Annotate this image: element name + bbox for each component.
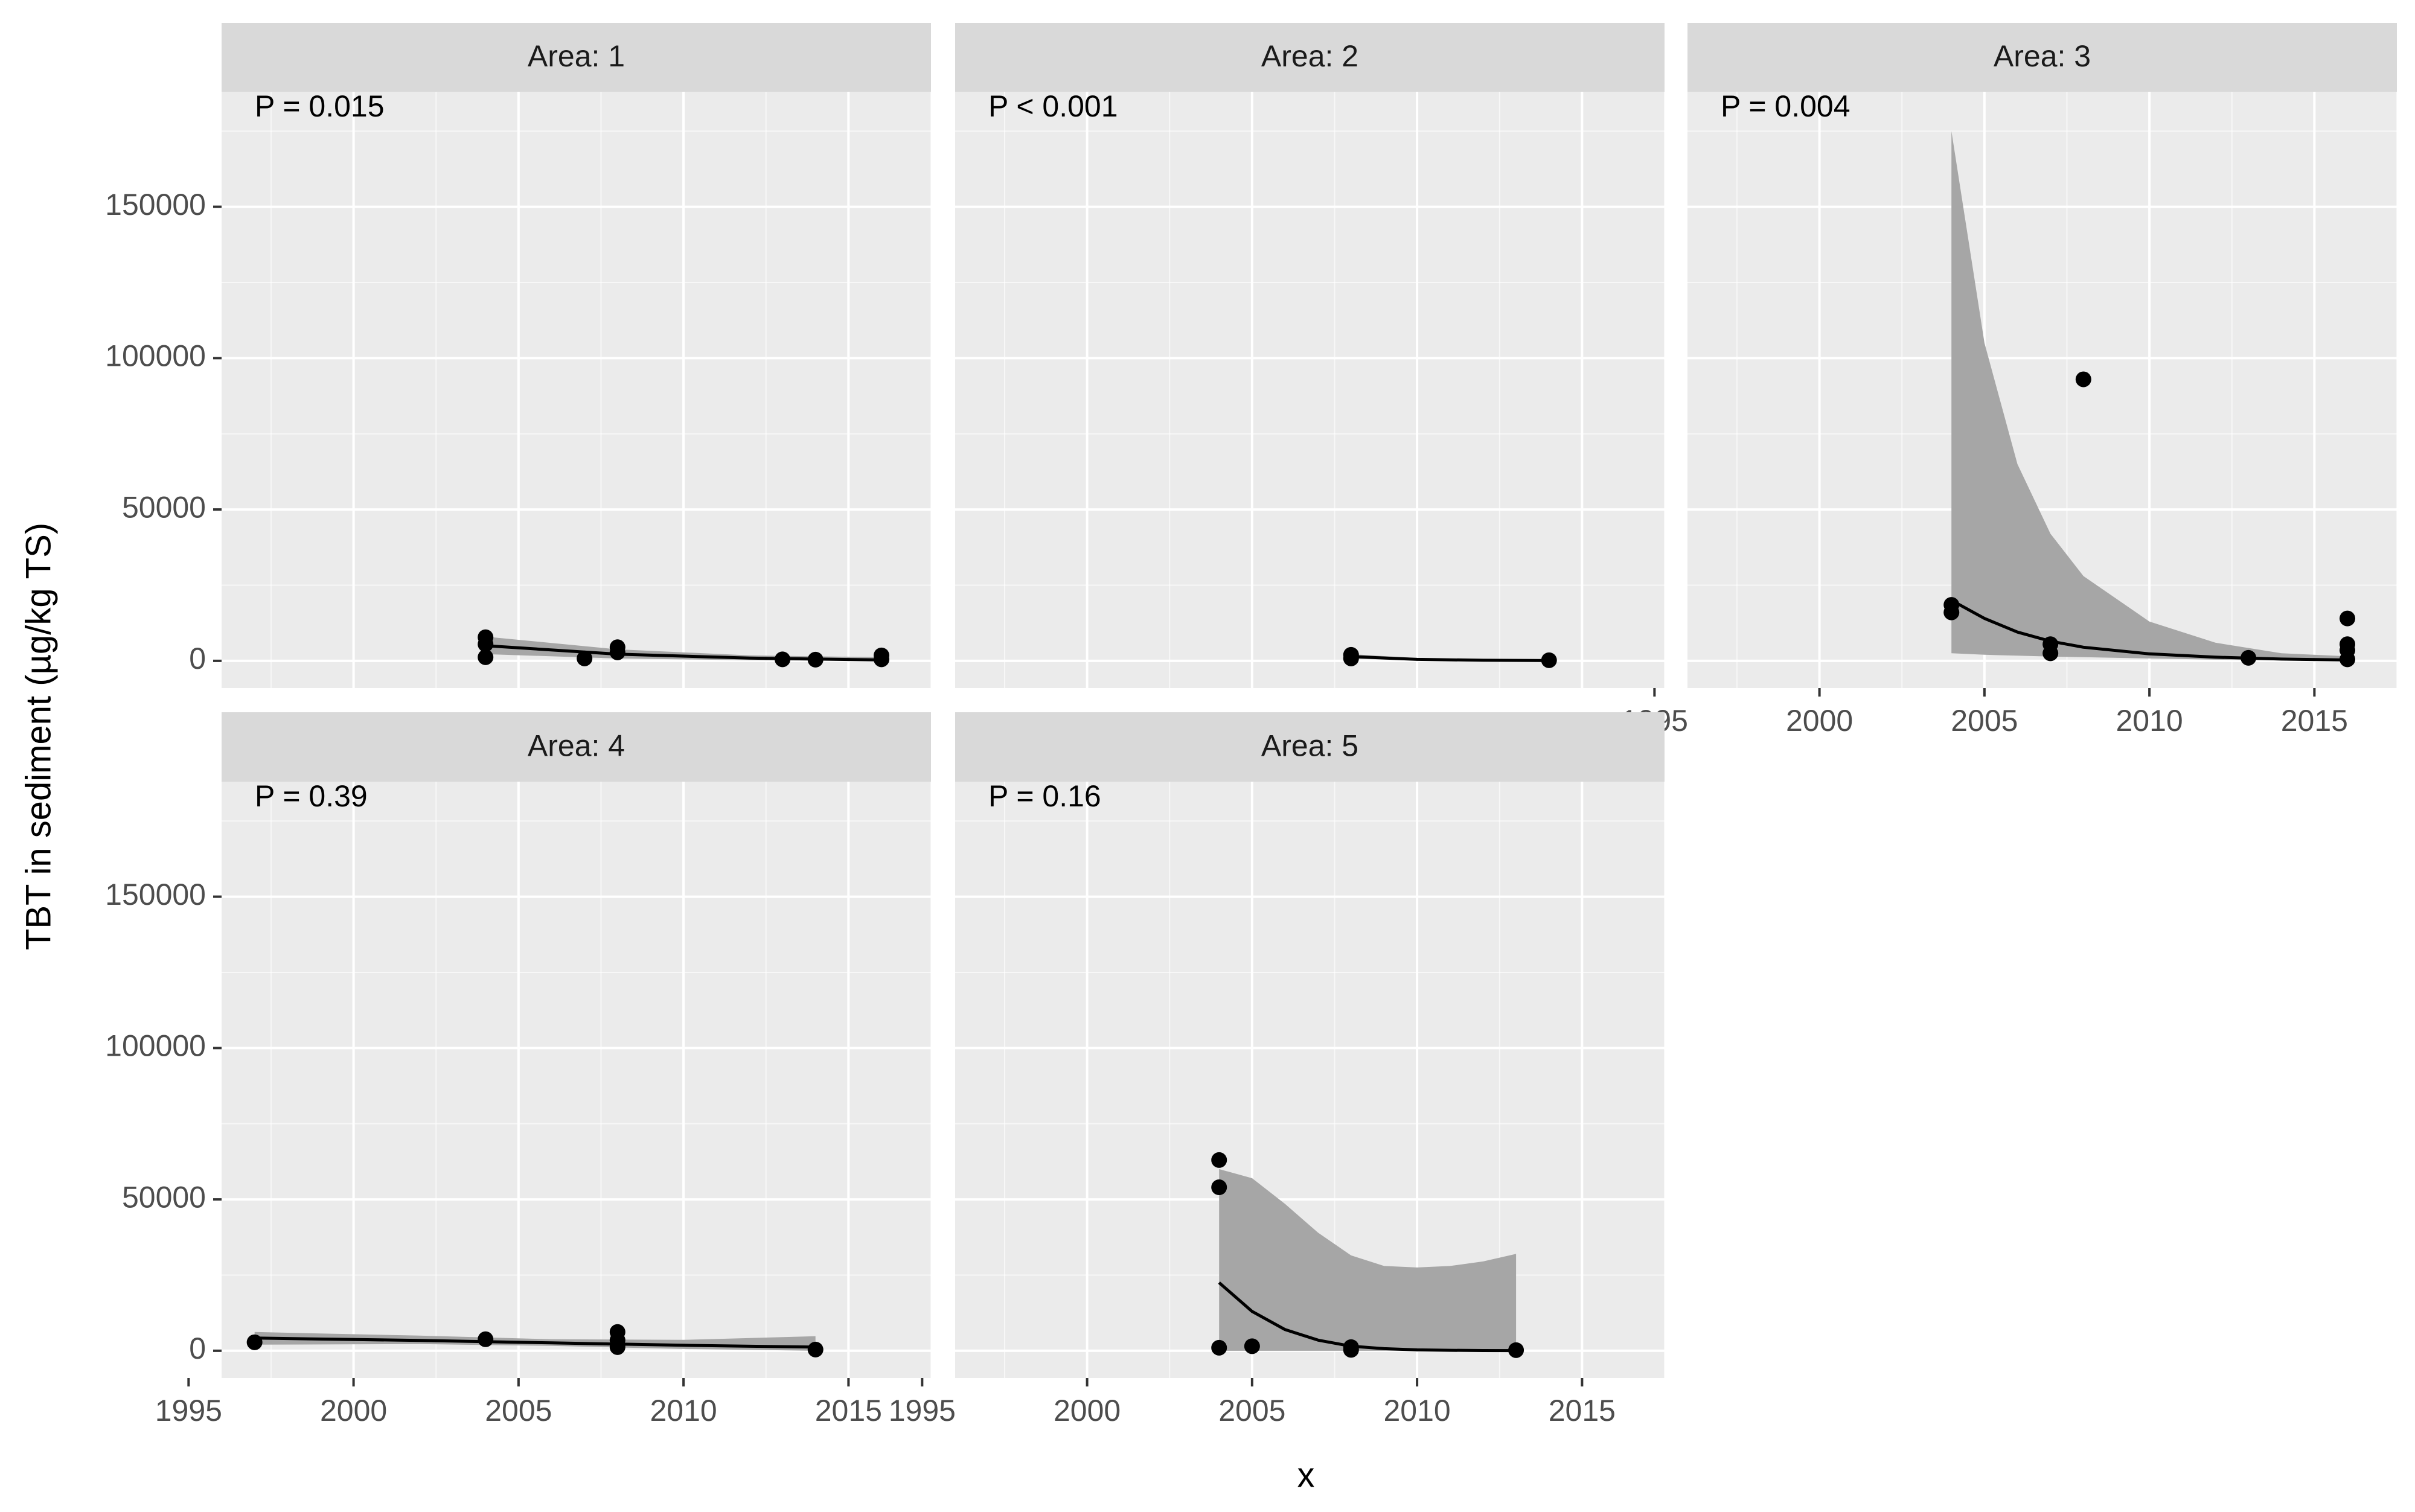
x-tick-label: 2015	[815, 1394, 882, 1427]
x-tick-label: 1995	[155, 1394, 222, 1427]
facet-strip-label: Area: 1	[528, 39, 625, 73]
y-tick-label: 0	[189, 642, 206, 675]
y-tick-label: 100000	[105, 339, 206, 373]
facet-strip-label: Area: 5	[1261, 729, 1358, 763]
facet-strip-label: Area: 3	[1994, 39, 2091, 73]
y-axis-title: TBT in sediment (µg/kg TS)	[19, 523, 58, 950]
data-point	[609, 1339, 625, 1355]
data-point	[2241, 649, 2257, 666]
data-point	[1211, 1339, 1227, 1356]
facet-strip-label: Area: 2	[1261, 39, 1358, 73]
facet-strip	[222, 712, 931, 782]
fit-line	[1351, 655, 1549, 662]
data-point	[1943, 604, 1960, 620]
fit-line	[1950, 599, 2348, 662]
panel-area-4: Area: 4 P = 0.39 0 50000 100000 150000 1995 200…	[105, 712, 932, 1427]
data-point	[1211, 1152, 1227, 1168]
data-point	[1508, 1342, 1524, 1358]
data-point	[478, 1331, 494, 1347]
x-tick-label: 2015	[2281, 704, 2348, 738]
y-tick-label: 100000	[105, 1029, 206, 1063]
y-tick-label: 50000	[122, 1180, 206, 1214]
p-value-annotation: P < 0.001	[988, 89, 1118, 123]
y-tick-label: 150000	[105, 878, 206, 911]
x-tick-label: 2005	[485, 1394, 552, 1427]
fit-line	[254, 1336, 816, 1349]
p-value-annotation: P = 0.004	[1721, 89, 1850, 123]
facet-strip-label: Area: 4	[528, 729, 625, 763]
x-tick-label: 2010	[1383, 1394, 1450, 1427]
facet-strip	[1687, 23, 2397, 92]
series-group	[1343, 646, 1557, 668]
x-tick-label: 2005	[1951, 704, 2018, 738]
data-point	[478, 636, 494, 652]
y-tick-label: 150000	[105, 188, 206, 222]
series-group	[1211, 1152, 1524, 1358]
p-value-annotation: P = 0.16	[988, 779, 1101, 813]
series-group	[1943, 131, 2356, 668]
x-tick-label: 2010	[2116, 704, 2183, 738]
y-tick-label: 50000	[122, 490, 206, 524]
x-tick-label: 2000	[320, 1394, 387, 1427]
data-point	[1343, 650, 1359, 666]
data-point	[2075, 371, 2091, 388]
data-point	[1211, 1179, 1227, 1196]
x-tick-label: 2000	[1786, 704, 1853, 738]
facet-strip	[955, 712, 1665, 782]
data-point	[478, 649, 494, 665]
data-point	[2340, 610, 2356, 627]
x-tick-label: 2005	[1218, 1394, 1285, 1427]
series-group	[246, 1324, 824, 1357]
data-point	[775, 651, 791, 668]
confidence-ribbon	[1219, 1169, 1517, 1351]
data-point	[2340, 651, 2356, 668]
y-tick-label: 0	[189, 1332, 206, 1365]
panel-area-3: Area: 3P = 0.00419952000200520102015	[1621, 23, 2397, 738]
data-point	[577, 650, 593, 666]
x-tick-label: 1995	[889, 1394, 956, 1427]
x-tick-label: 2015	[1549, 1394, 1616, 1427]
fit-line	[1218, 1281, 1517, 1353]
data-point	[246, 1334, 263, 1350]
x-axis-title: x	[1297, 1455, 1315, 1494]
x-tick-label: 2000	[1054, 1394, 1121, 1427]
p-value-annotation: P = 0.015	[255, 89, 385, 123]
panel-background	[955, 92, 1665, 688]
panel-area-2: Area: 2 P < 0.001	[955, 23, 1665, 688]
panels-layer: Area: 1P = 0.015050000100000150000Area: …	[105, 23, 2397, 1427]
data-point	[609, 644, 625, 660]
x-tick-label: 2010	[650, 1394, 717, 1427]
data-point	[1343, 1342, 1359, 1358]
data-point	[874, 651, 890, 668]
series-group	[478, 629, 890, 668]
confidence-ribbon	[1951, 131, 2347, 661]
panel-area-1: Area: 1 P = 0.015 0 50000 100000 150000	[105, 23, 932, 688]
data-point	[807, 651, 824, 668]
panel-area-5: Area: 5 P = 0.16 1995 2000 2005 2010 2015	[889, 712, 1665, 1427]
panel-background	[222, 782, 931, 1378]
facet-strip	[222, 23, 931, 92]
data-point	[1541, 652, 1557, 668]
data-point	[2042, 645, 2059, 662]
panel-background	[222, 92, 931, 688]
data-point	[1244, 1338, 1260, 1354]
data-point	[807, 1341, 824, 1357]
facet-strip	[955, 23, 1665, 92]
p-value-annotation: P = 0.39	[255, 779, 368, 813]
